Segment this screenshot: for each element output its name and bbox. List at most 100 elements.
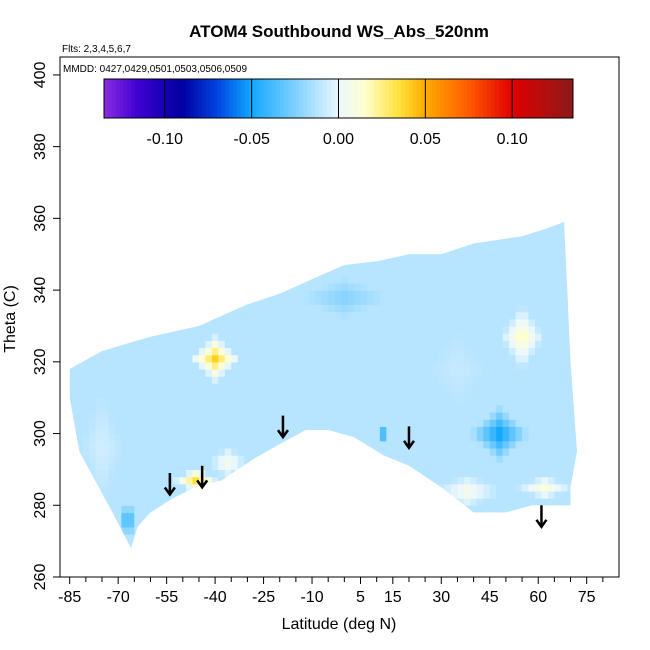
heatmap-cell bbox=[470, 333, 478, 341]
heatmap-cell bbox=[121, 519, 129, 528]
heatmap-cell bbox=[244, 304, 252, 313]
heatmap-cell bbox=[366, 318, 375, 327]
heatmap-cell bbox=[321, 519, 329, 528]
heatmap-cell bbox=[153, 347, 161, 356]
heatmap-cell bbox=[399, 347, 407, 356]
heatmap-cell bbox=[205, 232, 213, 241]
heatmap-cell bbox=[153, 490, 161, 499]
heatmap-cell bbox=[308, 498, 316, 506]
heatmap-cell bbox=[160, 347, 168, 356]
heatmap-cell bbox=[211, 254, 219, 263]
heatmap-cell bbox=[218, 462, 226, 471]
heatmap-cell bbox=[418, 318, 426, 327]
x-tick-label: 30 bbox=[432, 589, 450, 606]
heatmap-cell bbox=[431, 275, 439, 284]
heatmap-cell bbox=[366, 490, 375, 499]
heatmap-cell bbox=[186, 397, 194, 406]
heatmap-cell bbox=[211, 261, 219, 270]
heatmap-cell bbox=[334, 541, 342, 549]
heatmap-cell bbox=[198, 447, 206, 456]
heatmap-cell bbox=[483, 412, 491, 420]
heatmap-cell bbox=[276, 304, 284, 313]
heatmap-cell bbox=[515, 476, 523, 485]
heatmap-cell bbox=[457, 304, 465, 313]
heatmap-cell bbox=[496, 361, 504, 370]
heatmap-cell bbox=[231, 275, 239, 284]
heatmap-cell bbox=[528, 222, 536, 227]
heatmap-cell bbox=[89, 498, 97, 506]
heatmap-cell bbox=[567, 268, 575, 277]
heatmap-cell bbox=[444, 261, 452, 270]
heatmap-cell bbox=[192, 419, 200, 427]
heatmap-cell bbox=[360, 311, 368, 320]
heatmap-cell bbox=[224, 476, 232, 485]
heatmap-cell bbox=[205, 526, 213, 535]
heatmap-cell bbox=[257, 261, 265, 270]
heatmap-cell bbox=[528, 476, 536, 485]
heatmap-cell bbox=[250, 222, 258, 227]
heatmap-cell bbox=[450, 404, 459, 413]
heatmap-cell bbox=[444, 419, 452, 427]
heatmap-cell bbox=[160, 376, 168, 384]
heatmap-cell bbox=[114, 541, 122, 549]
heatmap-cell bbox=[282, 333, 291, 341]
heatmap-cell bbox=[412, 311, 420, 320]
heatmap-cell bbox=[211, 354, 219, 363]
heatmap-cell bbox=[244, 462, 252, 471]
heatmap-cell bbox=[560, 318, 568, 327]
heatmap-cell bbox=[257, 268, 265, 277]
heatmap-cell bbox=[573, 498, 577, 506]
colorbar-segment bbox=[127, 79, 132, 118]
heatmap-cell bbox=[263, 261, 271, 270]
heatmap-cell bbox=[82, 311, 90, 320]
heatmap-cell bbox=[567, 275, 575, 284]
heatmap-cell bbox=[573, 239, 577, 248]
heatmap-cell bbox=[341, 225, 349, 234]
heatmap-cell bbox=[547, 268, 555, 277]
heatmap-cell bbox=[476, 297, 484, 306]
heatmap-cell bbox=[295, 476, 303, 485]
heatmap-cell bbox=[334, 462, 342, 471]
heatmap-cell bbox=[392, 311, 400, 320]
heatmap-cell bbox=[354, 239, 362, 248]
heatmap-cell bbox=[218, 533, 226, 542]
heatmap-cell bbox=[302, 275, 310, 284]
heatmap-cell bbox=[412, 361, 420, 370]
colorbar-segment bbox=[424, 79, 429, 118]
heatmap-cell bbox=[560, 261, 568, 270]
heatmap-cell bbox=[399, 275, 407, 284]
heatmap-cell bbox=[69, 519, 77, 528]
heatmap-cell bbox=[127, 333, 135, 341]
heatmap-cell bbox=[308, 239, 316, 248]
heatmap-cell bbox=[166, 455, 174, 463]
heatmap-cell bbox=[560, 462, 568, 471]
heatmap-cell bbox=[315, 526, 323, 535]
heatmap-cell bbox=[134, 261, 142, 270]
heatmap-cell bbox=[444, 304, 452, 313]
heatmap-cell bbox=[425, 222, 433, 227]
heatmap-cell bbox=[302, 232, 310, 241]
heatmap-cell bbox=[450, 325, 459, 334]
heatmap-cell bbox=[366, 325, 375, 334]
heatmap-cell bbox=[373, 533, 381, 542]
heatmap-cell bbox=[567, 526, 575, 535]
heatmap-cell bbox=[289, 376, 297, 384]
heatmap-cell bbox=[147, 462, 155, 471]
heatmap-cell bbox=[534, 483, 543, 492]
heatmap-cell bbox=[140, 354, 148, 363]
heatmap-cell bbox=[166, 222, 174, 227]
heatmap-cell bbox=[237, 419, 245, 427]
heatmap-cell bbox=[263, 247, 271, 255]
heatmap-cell bbox=[554, 304, 562, 313]
heatmap-cell bbox=[289, 239, 297, 248]
heatmap-cell bbox=[444, 469, 452, 478]
heatmap-cell bbox=[198, 247, 206, 255]
heatmap-cell bbox=[463, 361, 471, 370]
heatmap-cell bbox=[102, 505, 110, 514]
heatmap-cell bbox=[127, 247, 135, 255]
heatmap-cell bbox=[366, 354, 375, 363]
heatmap-cell bbox=[218, 383, 226, 392]
heatmap-cell bbox=[438, 297, 446, 306]
heatmap-cell bbox=[399, 290, 407, 298]
heatmap-cell bbox=[134, 526, 142, 535]
